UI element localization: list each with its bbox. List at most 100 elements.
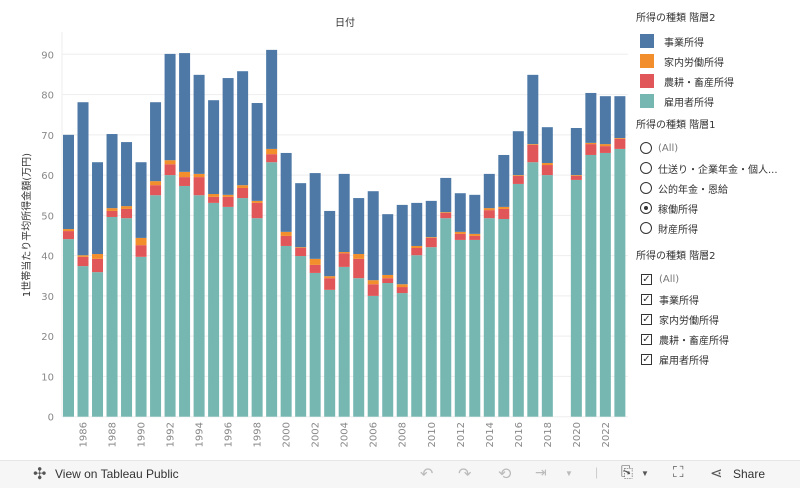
bar-segment-2004 bbox=[338, 173, 350, 253]
bar-segment-1989 bbox=[121, 142, 133, 207]
checkbox-option[interactable]: ✓ 雇用者所得 bbox=[636, 349, 800, 369]
radio-button-icon[interactable] bbox=[640, 182, 652, 194]
bar-segment-1999 bbox=[266, 162, 278, 417]
color-legend-item[interactable]: 雇用者所得 bbox=[636, 91, 800, 111]
bar-segment-2015 bbox=[498, 208, 510, 219]
bar-segment-1987 bbox=[92, 258, 104, 273]
checkbox-option[interactable]: ✓ 家内労働所得 bbox=[636, 309, 800, 329]
radio-button-icon[interactable] bbox=[640, 162, 652, 174]
radio-button-icon[interactable] bbox=[640, 202, 652, 214]
bar-segment-1998 bbox=[251, 218, 263, 417]
radio-option[interactable]: (All) bbox=[636, 138, 800, 158]
checkbox-icon[interactable]: ✓ bbox=[641, 353, 652, 365]
bar-segment-2007 bbox=[382, 214, 394, 275]
revert-icon[interactable]: ⟲ bbox=[498, 466, 512, 483]
bar-segment-2010 bbox=[425, 237, 437, 248]
bar-segment-1987 bbox=[92, 254, 104, 259]
bar-segment-1993 bbox=[179, 53, 191, 172]
radio-button-icon[interactable] bbox=[640, 222, 652, 234]
view-on-tableau-link[interactable]: View on Tableau Public bbox=[55, 467, 179, 481]
bar-segment-1996 bbox=[222, 78, 234, 195]
bar-segment-2006 bbox=[367, 280, 379, 285]
y-tick-label: 60 bbox=[41, 171, 54, 182]
bar-segment-2002 bbox=[309, 264, 321, 273]
bar-segment-1999 bbox=[266, 148, 278, 155]
x-tick-label: 1996 bbox=[224, 422, 235, 447]
bar-segment-1985 bbox=[63, 239, 74, 417]
checkbox-icon[interactable]: ✓ bbox=[641, 333, 652, 345]
bar-segment-2011 bbox=[440, 212, 452, 213]
bar-segment-2022 bbox=[599, 152, 611, 417]
radio-label: 仕送り・企業年金・個人... bbox=[658, 164, 778, 176]
bar-segment-1995 bbox=[208, 196, 220, 203]
bar-segment-2010 bbox=[425, 237, 437, 238]
bar-segment-2023 bbox=[614, 138, 626, 139]
bar-segment-2009 bbox=[411, 247, 423, 256]
bar-segment-1997 bbox=[237, 71, 249, 186]
bar-segment-2000 bbox=[280, 245, 292, 417]
color-legend-item[interactable]: 家内労働所得 bbox=[636, 51, 800, 71]
bar-segment-2011 bbox=[440, 177, 452, 213]
bar-segment-2016 bbox=[512, 131, 524, 176]
x-tick-label: 2004 bbox=[340, 422, 351, 447]
bar-segment-2016 bbox=[512, 175, 524, 184]
bar-segment-1985 bbox=[63, 229, 74, 232]
bar-segment-1991 bbox=[150, 181, 162, 186]
radio-option[interactable]: 公的年金・恩給 bbox=[636, 178, 800, 198]
y-tick-label: 50 bbox=[41, 211, 54, 222]
bar-segment-1989 bbox=[121, 208, 133, 219]
bar-segment-1986 bbox=[77, 102, 89, 256]
share-icon[interactable]: ⋖ bbox=[710, 465, 723, 482]
checkbox-option[interactable]: ✓ 農耕・畜産所得 bbox=[636, 329, 800, 349]
checkbox-icon[interactable]: ✓ bbox=[641, 313, 652, 325]
checkbox-icon[interactable]: ✓ bbox=[641, 293, 652, 305]
bar-segment-1985 bbox=[63, 134, 74, 230]
color-legend-item[interactable]: 事業所得 bbox=[636, 31, 800, 51]
bar-segment-1991 bbox=[150, 102, 162, 182]
bar-segment-2001 bbox=[295, 183, 307, 248]
redo-icon[interactable]: ↷ bbox=[458, 466, 472, 483]
bar-segment-2018 bbox=[541, 163, 553, 166]
radio-option[interactable]: 稼働所得 bbox=[636, 198, 800, 218]
bar-segment-2009 bbox=[411, 255, 423, 417]
radio-label: 財産所得 bbox=[658, 224, 698, 236]
bar-segment-2016 bbox=[512, 183, 524, 417]
bar-segment-2008 bbox=[396, 287, 408, 294]
tableau-logo-icon[interactable]: ✣ bbox=[33, 466, 47, 483]
legend-label: 家内労働所得 bbox=[664, 57, 724, 69]
bar-segment-2000 bbox=[280, 235, 292, 246]
bar-segment-1990 bbox=[135, 162, 147, 238]
color-swatch bbox=[640, 34, 654, 48]
bar-segment-1998 bbox=[251, 200, 263, 203]
radio-button-icon[interactable] bbox=[640, 142, 652, 154]
pause-dropdown-icon[interactable]: ▼ bbox=[565, 469, 573, 478]
bar-segment-2008 bbox=[396, 204, 408, 285]
fullscreen-icon[interactable]: ⛶ bbox=[673, 464, 684, 481]
download-dropdown-icon[interactable]: ▼ bbox=[641, 469, 649, 478]
color-legend-item[interactable]: 農耕・畜産所得 bbox=[636, 71, 800, 91]
radio-option[interactable]: 仕送り・企業年金・個人... bbox=[636, 158, 800, 178]
checkbox-icon[interactable]: ✓ bbox=[641, 273, 652, 285]
bar-segment-2020 bbox=[570, 179, 582, 417]
share-button[interactable]: Share bbox=[733, 467, 766, 481]
radio-option[interactable]: 財産所得 bbox=[636, 218, 800, 238]
checkbox-label: 農耕・畜産所得 bbox=[659, 335, 729, 347]
bar-segment-2008 bbox=[396, 293, 408, 417]
bar-segment-2001 bbox=[295, 256, 307, 417]
bar-segment-2009 bbox=[411, 202, 423, 246]
checkbox-option[interactable]: ✓ (All) bbox=[636, 269, 800, 289]
bar-segment-2013 bbox=[469, 194, 481, 234]
bar-segment-2022 bbox=[599, 96, 611, 145]
checkbox-option[interactable]: ✓ 事業所得 bbox=[636, 289, 800, 309]
bar-segment-2020 bbox=[570, 175, 582, 176]
bar-segment-2015 bbox=[498, 218, 510, 417]
bar-segment-2007 bbox=[382, 278, 394, 284]
download-icon[interactable]: ⎘ bbox=[621, 464, 634, 481]
bar-segment-1985 bbox=[63, 231, 74, 240]
undo-icon[interactable]: ↶ bbox=[420, 466, 434, 483]
bar-segment-2001 bbox=[295, 247, 307, 257]
pause-icon[interactable]: ⇥ bbox=[535, 464, 547, 480]
bar-segment-1991 bbox=[150, 185, 162, 196]
bar-segment-1998 bbox=[251, 202, 263, 219]
y-tick-label: 70 bbox=[41, 131, 54, 142]
